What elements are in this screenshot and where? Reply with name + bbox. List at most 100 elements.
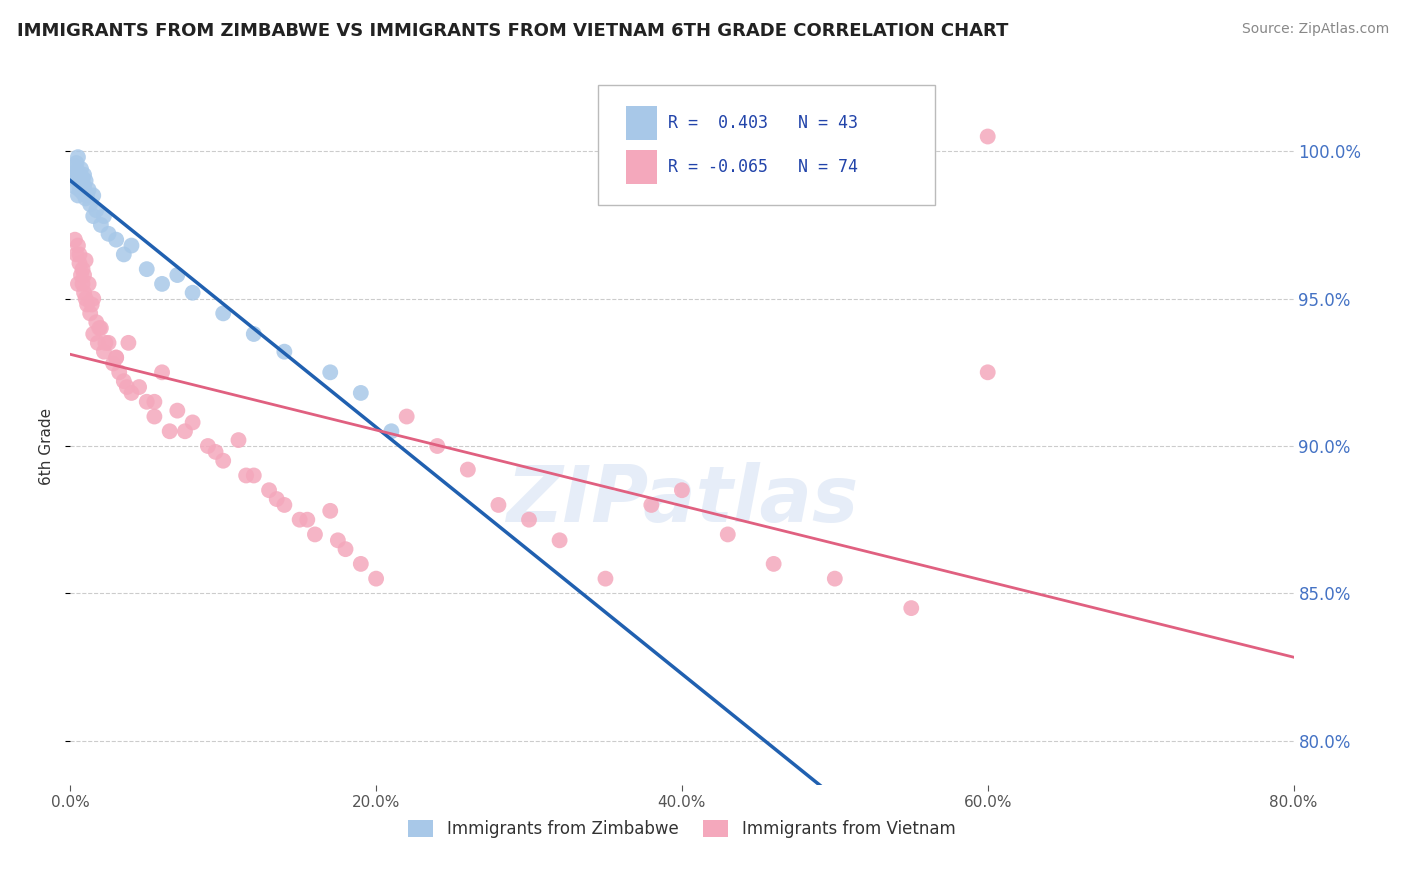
Point [89,321,111,335]
Point [128,380,150,394]
Point [105,351,128,365]
Text: R = -0.065   N = 74: R = -0.065 N = 74 [668,158,858,176]
Point [77,183,100,197]
Point [82,326,104,341]
Point [66,150,89,164]
Point [65,165,87,179]
Point [380,424,402,438]
Point [63,233,86,247]
Point [717,527,740,541]
Text: Source: ZipAtlas.com: Source: ZipAtlas.com [1241,22,1389,37]
Text: ZIPatlas: ZIPatlas [506,462,858,538]
Point [65,156,87,170]
Point [243,468,266,483]
Point [197,439,219,453]
Point [69,247,91,261]
Point [82,292,104,306]
Point [72,262,94,277]
Point [73,285,96,300]
Point [121,238,143,252]
Point [273,344,295,359]
Point [115,380,138,394]
Point [73,168,96,182]
Point [66,238,89,252]
Point [297,513,319,527]
Point [72,277,94,291]
Point [174,424,197,438]
Point [824,572,846,586]
Point [72,174,94,188]
Point [395,409,418,424]
Point [976,129,998,144]
Point [75,174,97,188]
Point [75,191,97,205]
Point [143,409,166,424]
Legend: Immigrants from Zimbabwe, Immigrants from Vietnam: Immigrants from Zimbabwe, Immigrants fro… [402,813,962,845]
Point [762,557,785,571]
Point [319,504,342,518]
Point [76,297,98,311]
Point [366,572,388,586]
Point [457,462,479,476]
Point [69,183,91,197]
Point [69,256,91,270]
Point [166,268,188,282]
Point [70,161,93,176]
Point [108,365,131,379]
Text: R =  0.403   N = 43: R = 0.403 N = 43 [668,114,858,132]
Point [101,356,124,370]
Point [69,170,91,185]
Point [166,403,188,417]
Point [150,277,173,291]
Point [76,188,98,202]
Point [63,159,86,173]
Point [82,188,104,202]
Text: IMMIGRANTS FROM ZIMBABWE VS IMMIGRANTS FROM VIETNAM 6TH GRADE CORRELATION CHART: IMMIGRANTS FROM ZIMBABWE VS IMMIGRANTS F… [17,22,1008,40]
Point [84,203,107,218]
Point [105,233,128,247]
Point [212,454,235,468]
Point [93,344,115,359]
Point [62,168,84,182]
Point [326,533,349,548]
Point [73,179,96,194]
Point [105,351,128,365]
Point [97,227,120,241]
Point [228,433,250,447]
Point [121,386,143,401]
Point [97,335,120,350]
Point [319,365,342,379]
Point [304,527,326,541]
Point [90,218,112,232]
Point [72,170,94,185]
Point [65,247,87,261]
Point [112,374,135,388]
Point [66,277,89,291]
Point [94,335,117,350]
Point [181,416,204,430]
Point [976,365,998,379]
Point [257,483,280,498]
Point [135,394,157,409]
Point [77,277,100,291]
Point [350,557,373,571]
Point [80,297,103,311]
Point [595,572,617,586]
Point [135,262,157,277]
Point [143,394,166,409]
Point [159,424,181,438]
Point [72,186,94,200]
Point [70,268,93,282]
Point [90,321,112,335]
Point [117,335,139,350]
Point [79,197,101,211]
Point [112,247,135,261]
Point [212,306,235,320]
Point [73,268,96,282]
Point [84,315,107,329]
Point [181,285,204,300]
Point [288,513,311,527]
Point [66,165,89,179]
Point [82,209,104,223]
Point [87,335,110,350]
